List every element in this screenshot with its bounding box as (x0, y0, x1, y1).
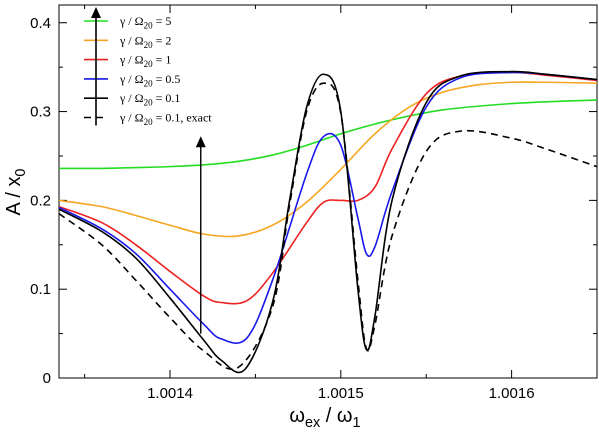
legend-label-5: γ / Ω20 = 0.1 (119, 91, 180, 108)
y-axis-label-main: A / x (3, 177, 25, 216)
series-line-5 (59, 70, 597, 374)
legend-arrow-head (91, 7, 101, 18)
x-axis-ticks: 1.0014 1.0015 1.0016 (84, 5, 598, 402)
x-tick-label: 1.0016 (489, 385, 535, 402)
y-tick-label: 0.3 (30, 104, 51, 121)
y-axis-ticks: 0 0.1 0.2 0.3 0.4 (30, 15, 597, 387)
y-tick-label: 0.1 (30, 281, 51, 298)
series-line-6 (59, 82, 597, 370)
legend: γ / Ω20 = 5 γ / Ω20 = 2 γ / Ω20 = 1 γ / Ω20… (84, 7, 212, 127)
arrow-head (195, 136, 206, 148)
x-axis-label-main: ω (289, 405, 305, 427)
y-tick-label: 0.2 (30, 192, 51, 209)
y-axis-label-sub: 0 (13, 169, 29, 177)
x-tick-label: 1.0014 (147, 385, 193, 402)
legend-label-6: γ / Ω20 = 0.1, exact (119, 111, 212, 128)
y-tick-label: 0 (43, 370, 51, 387)
x-axis-label: ωex / ω1 (289, 405, 360, 431)
annotation-arrow (195, 136, 206, 334)
x-axis-label-sep: / ω (320, 405, 352, 427)
legend-label-1: γ / Ω20 = 5 (119, 14, 171, 31)
x-axis-label-sub: ex (305, 415, 321, 431)
legend-label-2: γ / Ω20 = 2 (119, 33, 171, 50)
legend-label-3: γ / Ω20 = 1 (119, 53, 171, 70)
series-line-1 (59, 99, 597, 170)
y-axis-label: A / x0 (3, 169, 29, 216)
plot-area (58, 4, 598, 379)
x-tick-label: 1.0015 (318, 385, 364, 402)
y-tick-label: 0.4 (30, 15, 51, 32)
series-line-2 (59, 81, 597, 238)
x-axis-label-sub2: 1 (353, 415, 361, 431)
series-line-4 (59, 71, 597, 344)
series-layer (59, 70, 597, 374)
legend-label-4: γ / Ω20 = 0.5 (119, 72, 180, 89)
